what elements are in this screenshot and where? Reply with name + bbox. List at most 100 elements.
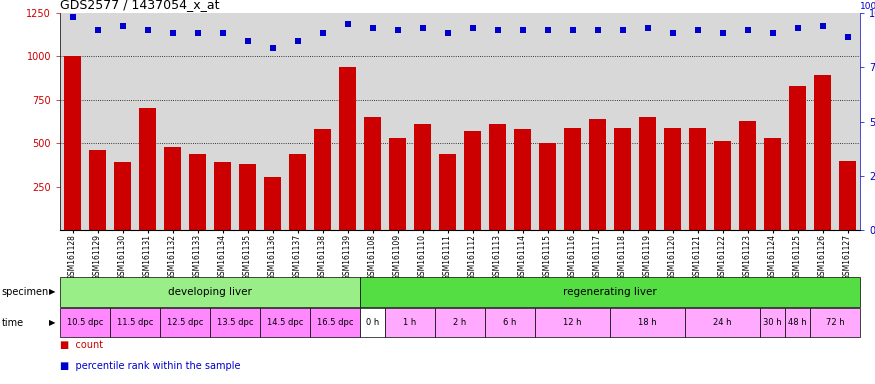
Text: specimen: specimen bbox=[2, 287, 49, 297]
Bar bbox=[785, 308, 810, 337]
Point bbox=[290, 38, 304, 44]
Bar bbox=[110, 308, 160, 337]
Bar bbox=[535, 308, 610, 337]
Text: 6 h: 6 h bbox=[503, 318, 516, 327]
Text: ▶: ▶ bbox=[49, 288, 56, 296]
Point bbox=[491, 27, 505, 33]
Bar bbox=[614, 127, 631, 230]
Point bbox=[690, 27, 704, 33]
Bar bbox=[810, 308, 860, 337]
Point bbox=[740, 27, 754, 33]
Bar bbox=[364, 117, 381, 230]
Point bbox=[541, 27, 555, 33]
Bar bbox=[765, 138, 780, 230]
Text: 12.5 dpc: 12.5 dpc bbox=[167, 318, 203, 327]
Text: 72 h: 72 h bbox=[826, 318, 844, 327]
Bar bbox=[714, 141, 731, 230]
Point bbox=[790, 25, 804, 31]
Point bbox=[615, 27, 629, 33]
Text: 14.5 dpc: 14.5 dpc bbox=[267, 318, 304, 327]
Point bbox=[591, 27, 605, 33]
Text: 0 h: 0 h bbox=[366, 318, 379, 327]
Bar bbox=[664, 127, 681, 230]
Text: GDS2577 / 1437054_x_at: GDS2577 / 1437054_x_at bbox=[60, 0, 220, 11]
Text: developing liver: developing liver bbox=[168, 287, 252, 297]
Text: 24 h: 24 h bbox=[713, 318, 732, 327]
Point bbox=[466, 25, 480, 31]
Text: time: time bbox=[2, 318, 24, 328]
Text: 1 h: 1 h bbox=[403, 318, 416, 327]
Bar bbox=[360, 308, 385, 337]
Bar bbox=[514, 129, 530, 230]
Point bbox=[766, 30, 780, 36]
Text: 11.5 dpc: 11.5 dpc bbox=[117, 318, 153, 327]
Text: ▶: ▶ bbox=[49, 318, 56, 327]
Bar bbox=[685, 308, 760, 337]
Text: 13.5 dpc: 13.5 dpc bbox=[217, 318, 253, 327]
Point bbox=[366, 25, 380, 31]
Text: ■  percentile rank within the sample: ■ percentile rank within the sample bbox=[60, 361, 241, 371]
Point bbox=[390, 27, 404, 33]
Bar bbox=[89, 150, 106, 230]
Point bbox=[141, 27, 155, 33]
Point bbox=[841, 34, 855, 40]
Point bbox=[716, 30, 730, 36]
Point bbox=[116, 23, 130, 29]
Bar bbox=[314, 129, 331, 230]
Bar bbox=[485, 308, 535, 337]
Bar bbox=[435, 308, 485, 337]
Bar bbox=[60, 277, 360, 307]
Bar bbox=[789, 86, 806, 230]
Point bbox=[416, 25, 430, 31]
Text: 48 h: 48 h bbox=[788, 318, 807, 327]
Text: 18 h: 18 h bbox=[638, 318, 657, 327]
Bar bbox=[290, 154, 305, 230]
Bar bbox=[465, 131, 480, 230]
Point bbox=[440, 30, 454, 36]
Text: 16.5 dpc: 16.5 dpc bbox=[317, 318, 354, 327]
Point bbox=[340, 21, 354, 27]
Point bbox=[66, 14, 80, 20]
Bar bbox=[489, 124, 506, 230]
Point bbox=[666, 30, 680, 36]
Bar bbox=[564, 127, 581, 230]
Bar bbox=[389, 138, 406, 230]
Bar bbox=[815, 76, 830, 230]
Point bbox=[165, 30, 179, 36]
Point bbox=[316, 30, 330, 36]
Bar bbox=[65, 56, 80, 230]
Bar bbox=[60, 308, 110, 337]
Point bbox=[265, 45, 279, 51]
Text: regenerating liver: regenerating liver bbox=[564, 287, 657, 297]
Text: 12 h: 12 h bbox=[564, 318, 582, 327]
Bar bbox=[539, 143, 556, 230]
Bar bbox=[690, 127, 705, 230]
Text: 10.5 dpc: 10.5 dpc bbox=[66, 318, 103, 327]
Bar bbox=[360, 277, 860, 307]
Text: 2 h: 2 h bbox=[453, 318, 466, 327]
Point bbox=[816, 23, 829, 29]
Point bbox=[90, 27, 104, 33]
Bar bbox=[590, 119, 605, 230]
Point bbox=[515, 27, 529, 33]
Bar bbox=[210, 308, 260, 337]
Bar bbox=[760, 308, 785, 337]
Bar bbox=[839, 161, 856, 230]
Bar bbox=[164, 147, 180, 230]
Text: 100%: 100% bbox=[860, 2, 875, 11]
Bar bbox=[739, 121, 756, 230]
Bar bbox=[139, 109, 156, 230]
Bar bbox=[340, 67, 355, 230]
Bar bbox=[189, 154, 206, 230]
Bar bbox=[640, 117, 655, 230]
Point bbox=[565, 27, 579, 33]
Bar bbox=[160, 308, 210, 337]
Bar bbox=[385, 308, 435, 337]
Bar bbox=[610, 308, 685, 337]
Point bbox=[640, 25, 654, 31]
Bar bbox=[115, 162, 130, 230]
Bar bbox=[310, 308, 360, 337]
Bar bbox=[214, 162, 231, 230]
Text: 30 h: 30 h bbox=[763, 318, 782, 327]
Bar bbox=[260, 308, 310, 337]
